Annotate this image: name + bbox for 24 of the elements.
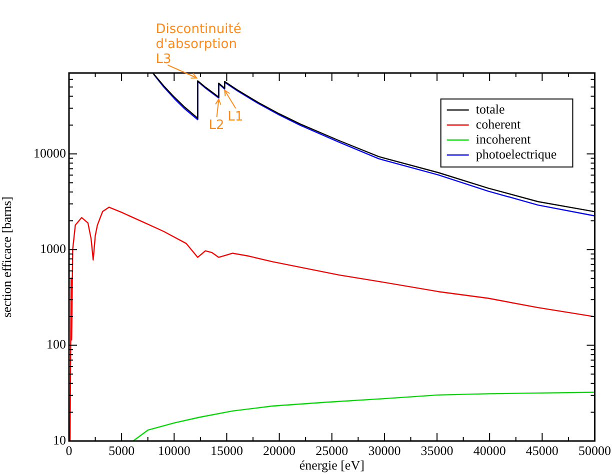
y-tick-label: 10000 xyxy=(34,145,66,160)
y-tick-label: 100 xyxy=(46,336,66,352)
y-tick-label: 1000 xyxy=(40,241,66,256)
x-tick-label: 15000 xyxy=(210,443,243,458)
x-tick-label: 30000 xyxy=(368,443,401,458)
x-axis-title: énergie [eV] xyxy=(299,458,364,473)
x-tick-label: 5000 xyxy=(108,443,135,458)
legend-label: photoelectrique xyxy=(476,146,557,162)
x-tick-label: 35000 xyxy=(420,443,454,458)
x-tick-label: 50000 xyxy=(578,443,611,458)
x-tick-label: 45000 xyxy=(526,443,558,458)
y-tick-label: 10 xyxy=(53,432,66,448)
x-tick-label: 40000 xyxy=(473,443,506,458)
annotation: Discontinuité d'absorption L3 xyxy=(156,22,242,67)
annotation: L1 xyxy=(228,109,244,124)
legend-label: totale xyxy=(476,101,505,116)
x-tick-label: 20000 xyxy=(263,443,296,458)
x-tick-label: 0 xyxy=(66,443,72,458)
legend-label: incoherent xyxy=(476,131,532,146)
legend-label: coherent xyxy=(476,116,521,132)
x-tick-label: 10000 xyxy=(158,443,190,458)
annotation: L2 xyxy=(208,118,224,134)
y-axis-title: section efficace [barns] xyxy=(0,196,14,318)
x-tick-label: 25000 xyxy=(316,443,348,458)
